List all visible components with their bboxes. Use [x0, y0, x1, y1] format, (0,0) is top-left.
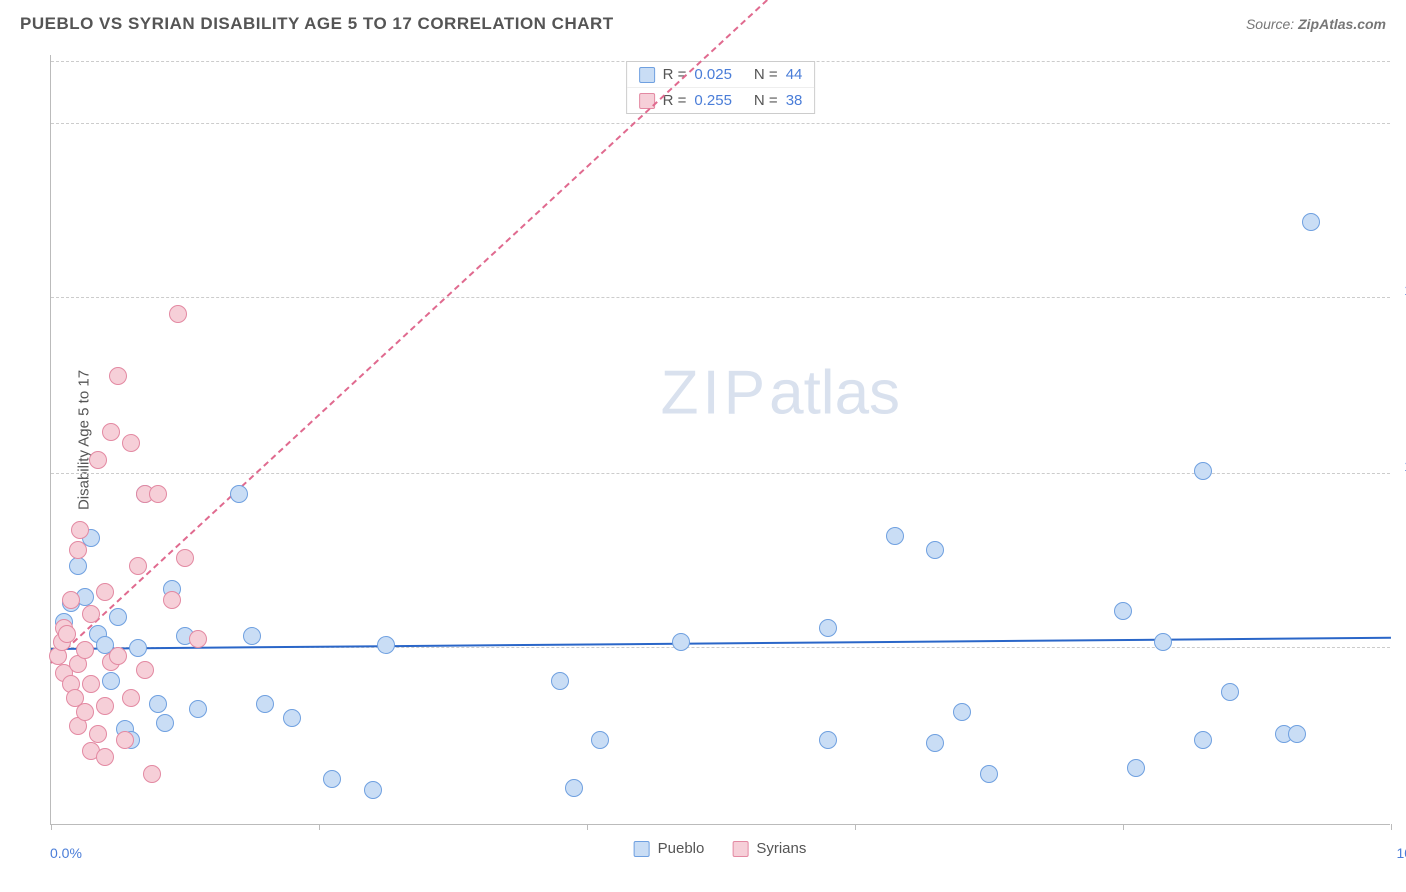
data-point [323, 770, 341, 788]
data-point [129, 557, 147, 575]
data-point [243, 627, 261, 645]
data-point [1114, 602, 1132, 620]
data-point [122, 689, 140, 707]
data-point [926, 734, 944, 752]
data-point [565, 779, 583, 797]
data-point [1154, 633, 1172, 651]
data-point [69, 557, 87, 575]
data-point [1221, 683, 1239, 701]
x-tick [855, 824, 856, 830]
legend-swatch [732, 841, 748, 857]
data-point [1194, 731, 1212, 749]
stats-swatch [639, 67, 655, 83]
data-point [230, 485, 248, 503]
data-point [129, 639, 147, 657]
legend: Pueblo Syrians [634, 840, 807, 857]
x-tick [319, 824, 320, 830]
data-point [149, 485, 167, 503]
data-point [96, 583, 114, 601]
data-point [109, 367, 127, 385]
data-point [89, 725, 107, 743]
data-point [953, 703, 971, 721]
data-point [256, 695, 274, 713]
stats-row: R = 0.025N = 44 [627, 62, 815, 87]
gridline [51, 123, 1390, 124]
gridline [51, 297, 1390, 298]
data-point [102, 423, 120, 441]
data-point [1127, 759, 1145, 777]
legend-swatch [634, 841, 650, 857]
data-point [109, 608, 127, 626]
data-point [143, 765, 161, 783]
data-point [89, 451, 107, 469]
chart-area: Disability Age 5 to 17 ZIPatlas R = 0.02… [50, 55, 1390, 825]
x-tick [587, 824, 588, 830]
stats-row: R = 0.255N = 38 [627, 87, 815, 113]
data-point [1288, 725, 1306, 743]
data-point [886, 527, 904, 545]
data-point [69, 541, 87, 559]
data-point [163, 591, 181, 609]
data-point [62, 591, 80, 609]
data-point [82, 605, 100, 623]
data-point [76, 641, 94, 659]
source-attribution: Source: ZipAtlas.com [1246, 16, 1386, 32]
data-point [819, 731, 837, 749]
data-point [96, 748, 114, 766]
data-point [1302, 213, 1320, 231]
data-point [551, 672, 569, 690]
x-axis-max-label: 100.0% [1397, 845, 1406, 861]
data-point [283, 709, 301, 727]
data-point [169, 305, 187, 323]
data-point [591, 731, 609, 749]
data-point [96, 697, 114, 715]
gridline [51, 61, 1390, 62]
data-point [156, 714, 174, 732]
data-point [176, 549, 194, 567]
data-point [76, 703, 94, 721]
x-tick [1123, 824, 1124, 830]
x-axis-min-label: 0.0% [50, 845, 82, 861]
data-point [71, 521, 89, 539]
data-point [672, 633, 690, 651]
watermark: ZIPatlas [661, 358, 900, 429]
data-point [980, 765, 998, 783]
data-point [116, 731, 134, 749]
data-point [1194, 462, 1212, 480]
data-point [189, 700, 207, 718]
data-point [102, 672, 120, 690]
data-point [377, 636, 395, 654]
data-point [82, 675, 100, 693]
data-point [136, 661, 154, 679]
data-point [109, 647, 127, 665]
data-point [58, 625, 76, 643]
legend-item: Pueblo [634, 840, 705, 857]
data-point [819, 619, 837, 637]
x-tick [51, 824, 52, 830]
plot-region: ZIPatlas R = 0.025N = 44R = 0.255N = 38 … [50, 55, 1390, 825]
legend-item: Syrians [732, 840, 806, 857]
data-point [926, 541, 944, 559]
x-tick [1391, 824, 1392, 830]
data-point [189, 630, 207, 648]
data-point [122, 434, 140, 452]
chart-title: PUEBLO VS SYRIAN DISABILITY AGE 5 TO 17 … [20, 14, 614, 34]
data-point [364, 781, 382, 799]
data-point [149, 695, 167, 713]
